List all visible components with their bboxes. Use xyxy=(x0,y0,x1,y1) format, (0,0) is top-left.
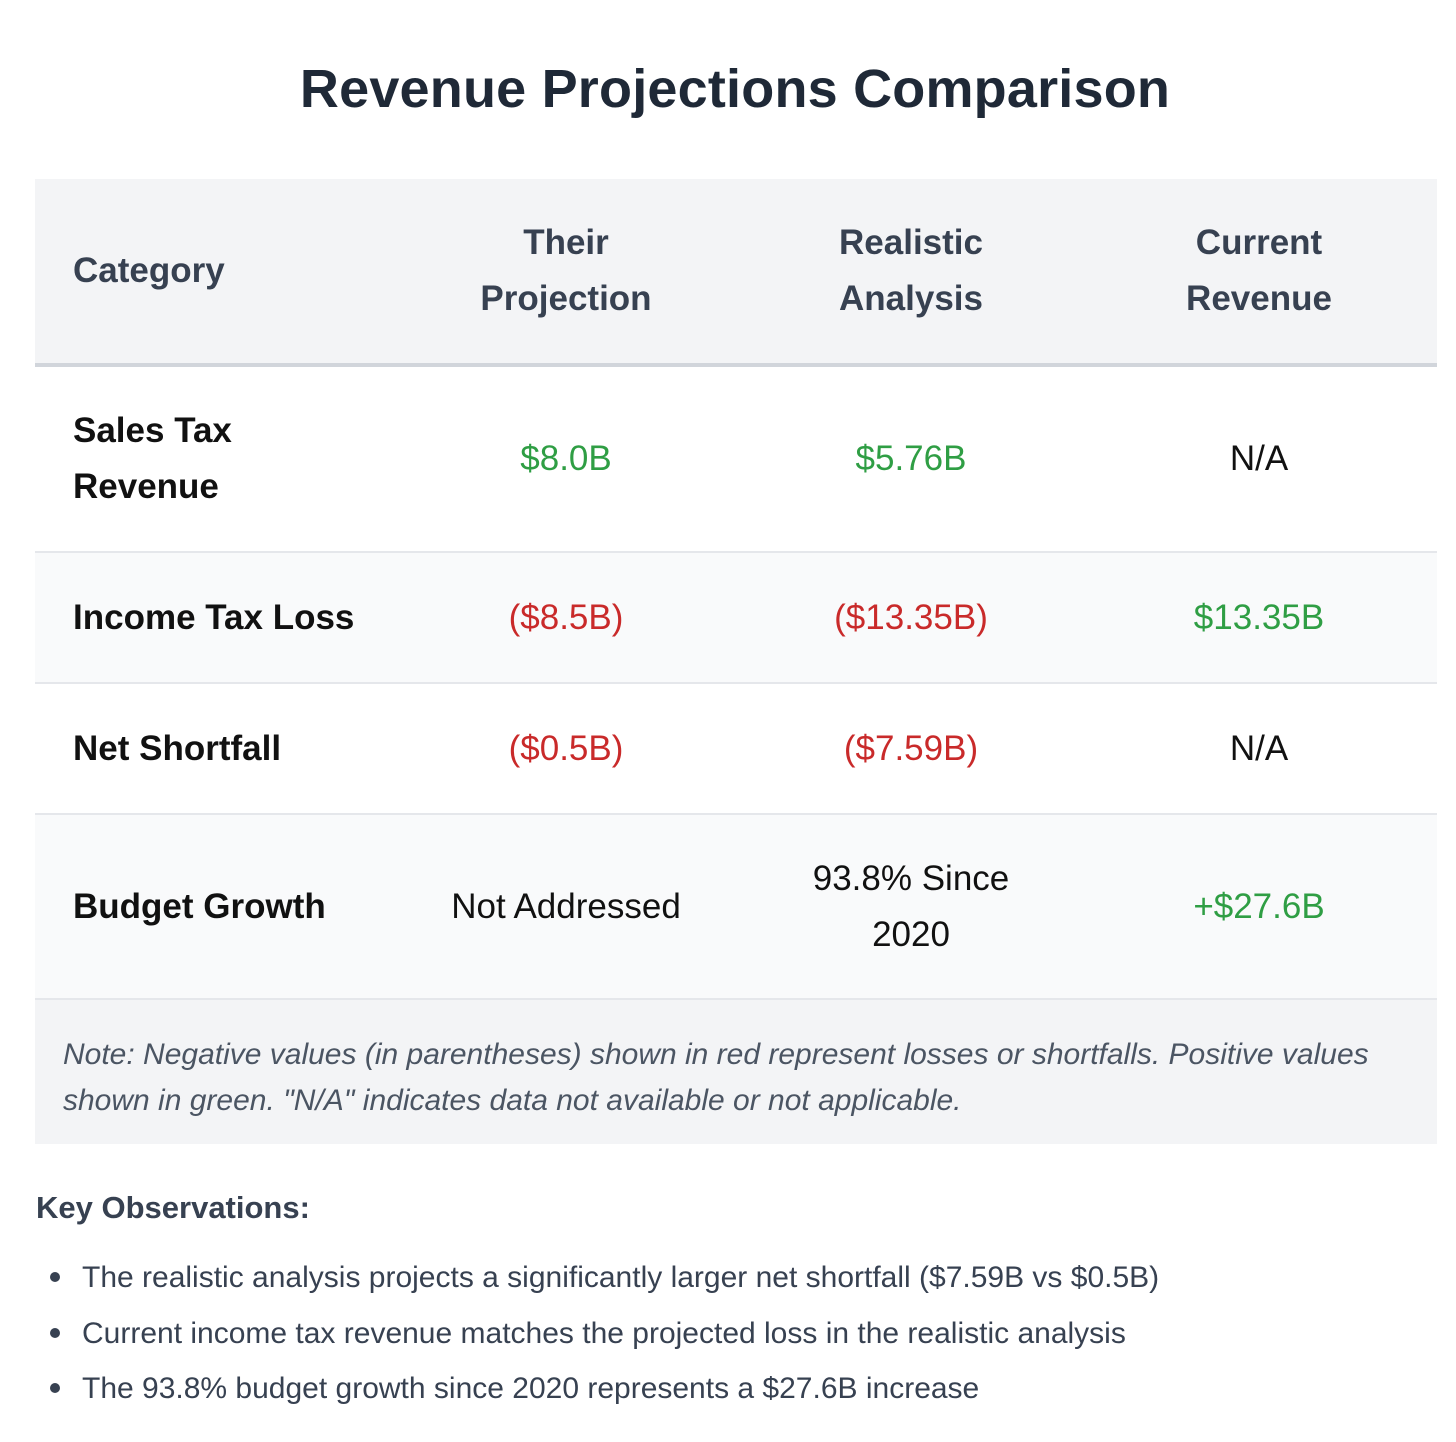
category-line1: Budget Growth xyxy=(73,886,326,926)
header-current-revenue: Current Revenue xyxy=(1081,179,1437,367)
list-item: Current income tax revenue matches the p… xyxy=(36,1306,1416,1362)
observations-title: Key Observations: xyxy=(36,1190,310,1225)
cell-their-projection: ($0.5B) xyxy=(391,683,741,815)
table-row-budget-growth: Budget Growth Not Addressed 93.8% Since … xyxy=(35,814,1437,1000)
list-item: The 93.8% budget growth since 2020 repre… xyxy=(36,1361,1416,1417)
cell-category: Net Shortfall xyxy=(35,683,391,815)
realistic-analysis-line1: ($13.35B) xyxy=(834,597,988,637)
comparison-table: Category Their Projection Realistic Anal… xyxy=(35,179,1437,1000)
header-current-revenue-line1: Current xyxy=(1195,223,1323,262)
cell-realistic-analysis: 93.8% Since 2020 xyxy=(741,814,1081,1000)
table-row-income-tax-loss: Income Tax Loss ($8.5B) ($13.35B) $13.35… xyxy=(35,552,1437,684)
header-their-projection: Their Projection xyxy=(391,179,741,367)
cell-their-projection: Not Addressed xyxy=(391,814,741,1000)
header-their-projection-line1: Their xyxy=(523,223,609,262)
cell-realistic-analysis: $5.76B xyxy=(741,365,1081,553)
page-title: Revenue Projections Comparison xyxy=(299,59,1171,119)
header-row: Category Their Projection Realistic Anal… xyxy=(35,179,1437,367)
bullet-icon xyxy=(50,1383,60,1393)
cell-current-revenue: N/A xyxy=(1081,683,1437,815)
category-line1: Income Tax Loss xyxy=(73,597,355,637)
header-current-revenue-line2: Revenue xyxy=(1186,279,1332,318)
header-realistic-analysis-line2: Analysis xyxy=(839,279,983,318)
cell-their-projection: ($8.5B) xyxy=(391,552,741,684)
comparison-table-container: Category Their Projection Realistic Anal… xyxy=(35,179,1437,1144)
category-line1: Net Shortfall xyxy=(73,728,282,768)
table-header: Category Their Projection Realistic Anal… xyxy=(35,179,1437,367)
realistic-analysis-line1: 93.8% Since xyxy=(812,858,1010,898)
list-item-text: The 93.8% budget growth since 2020 repre… xyxy=(82,1372,980,1405)
cell-their-projection: $8.0B xyxy=(391,365,741,553)
cell-current-revenue: +$27.6B xyxy=(1081,814,1437,1000)
table-body: Sales Tax Revenue $8.0B $5.76B N/A Incom… xyxy=(35,365,1437,1000)
list-item-text: The realistic analysis projects a signif… xyxy=(82,1261,1160,1294)
category-line2: Revenue xyxy=(73,467,219,506)
cell-realistic-analysis: ($7.59B) xyxy=(741,683,1081,815)
header-category: Category xyxy=(35,179,391,367)
list-item: The realistic analysis projects a signif… xyxy=(36,1250,1416,1306)
cell-category: Income Tax Loss xyxy=(35,552,391,684)
header-realistic-analysis: Realistic Analysis xyxy=(741,179,1081,367)
list-item-text: Current income tax revenue matches the p… xyxy=(82,1316,1126,1350)
cell-category: Sales Tax Revenue xyxy=(35,365,391,553)
observations-list: The realistic analysis projects a signif… xyxy=(36,1250,1416,1417)
category-line1: Sales Tax xyxy=(73,411,232,450)
bullet-icon xyxy=(50,1327,60,1338)
realistic-analysis-line1: ($7.59B) xyxy=(843,728,979,768)
header-realistic-analysis-line1: Realistic xyxy=(839,223,983,262)
table-note: Note: Negative values (in parentheses) s… xyxy=(35,1000,1437,1144)
cell-realistic-analysis: ($13.35B) xyxy=(741,552,1081,684)
table-row-sales-tax: Sales Tax Revenue $8.0B $5.76B N/A xyxy=(35,365,1437,553)
table-row-net-shortfall: Net Shortfall ($0.5B) ($7.59B) N/A xyxy=(35,683,1437,815)
realistic-analysis-line2: 2020 xyxy=(872,914,950,954)
bullet-icon xyxy=(50,1272,60,1282)
cell-current-revenue: $13.35B xyxy=(1081,552,1437,684)
cell-category: Budget Growth xyxy=(35,814,391,1000)
realistic-analysis-line1: $5.76B xyxy=(855,439,967,478)
header-their-projection-line2: Projection xyxy=(480,279,652,318)
cell-current-revenue: N/A xyxy=(1081,365,1437,553)
